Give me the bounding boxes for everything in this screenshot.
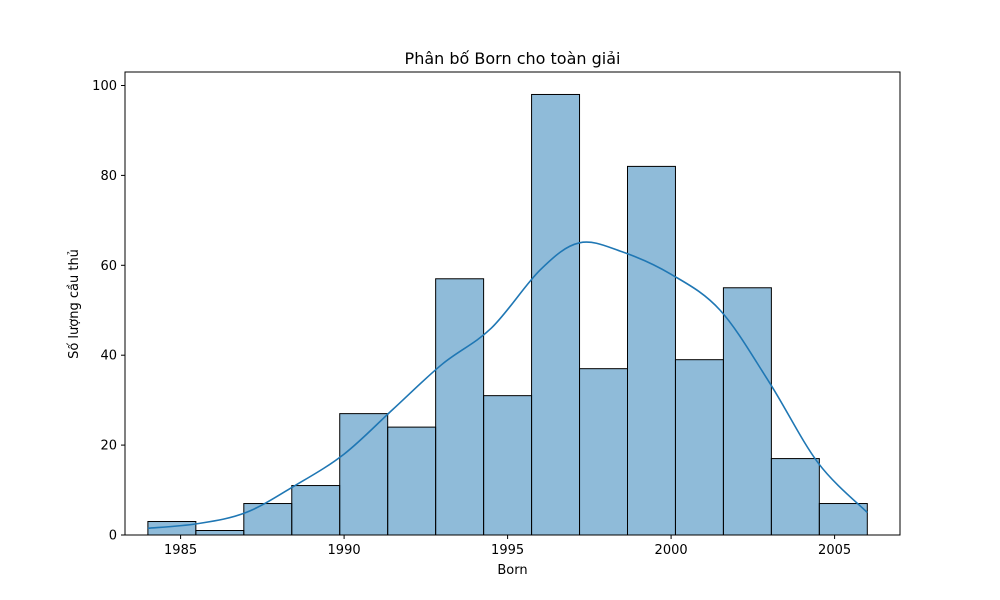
histogram-bar xyxy=(195,530,245,536)
x-tick-label: 1985 xyxy=(164,543,197,558)
histogram-bar xyxy=(243,503,293,536)
kde-line xyxy=(147,241,868,530)
y-tick-label: 80 xyxy=(100,169,117,184)
histogram-bar xyxy=(579,368,628,536)
y-axis-label: Số lượng cầu thủ xyxy=(67,249,82,359)
plot-area: 1985 1990 1995 2000 2005 0 20 40 60 80 100 xyxy=(92,71,901,558)
histogram-bar xyxy=(435,278,485,536)
histogram-bar xyxy=(674,359,724,536)
x-tick-label: 2000 xyxy=(655,543,688,558)
histogram-bar xyxy=(339,413,389,536)
histogram-bar xyxy=(531,93,581,536)
y-tick-label: 20 xyxy=(100,439,117,454)
histogram-bar xyxy=(387,426,437,536)
x-tick-label: 2005 xyxy=(818,543,851,558)
histogram-bar xyxy=(770,458,820,536)
axes-frame xyxy=(124,71,901,536)
y-tick-label: 40 xyxy=(100,349,117,364)
x-tick-label: 1990 xyxy=(328,543,361,558)
y-tick-label: 0 xyxy=(109,529,117,544)
histogram-bar xyxy=(483,395,533,536)
chart-title: Phân bố Born cho toàn giải xyxy=(405,49,621,68)
histogram-bar xyxy=(818,503,868,536)
histogram-bar xyxy=(626,165,676,536)
y-tick-label: 60 xyxy=(100,259,117,274)
x-tick-label: 1995 xyxy=(491,543,524,558)
x-axis-label: Born xyxy=(497,563,527,578)
histogram-bar xyxy=(722,287,772,536)
y-tick-label: 100 xyxy=(92,79,117,94)
histogram-bar xyxy=(291,485,341,536)
